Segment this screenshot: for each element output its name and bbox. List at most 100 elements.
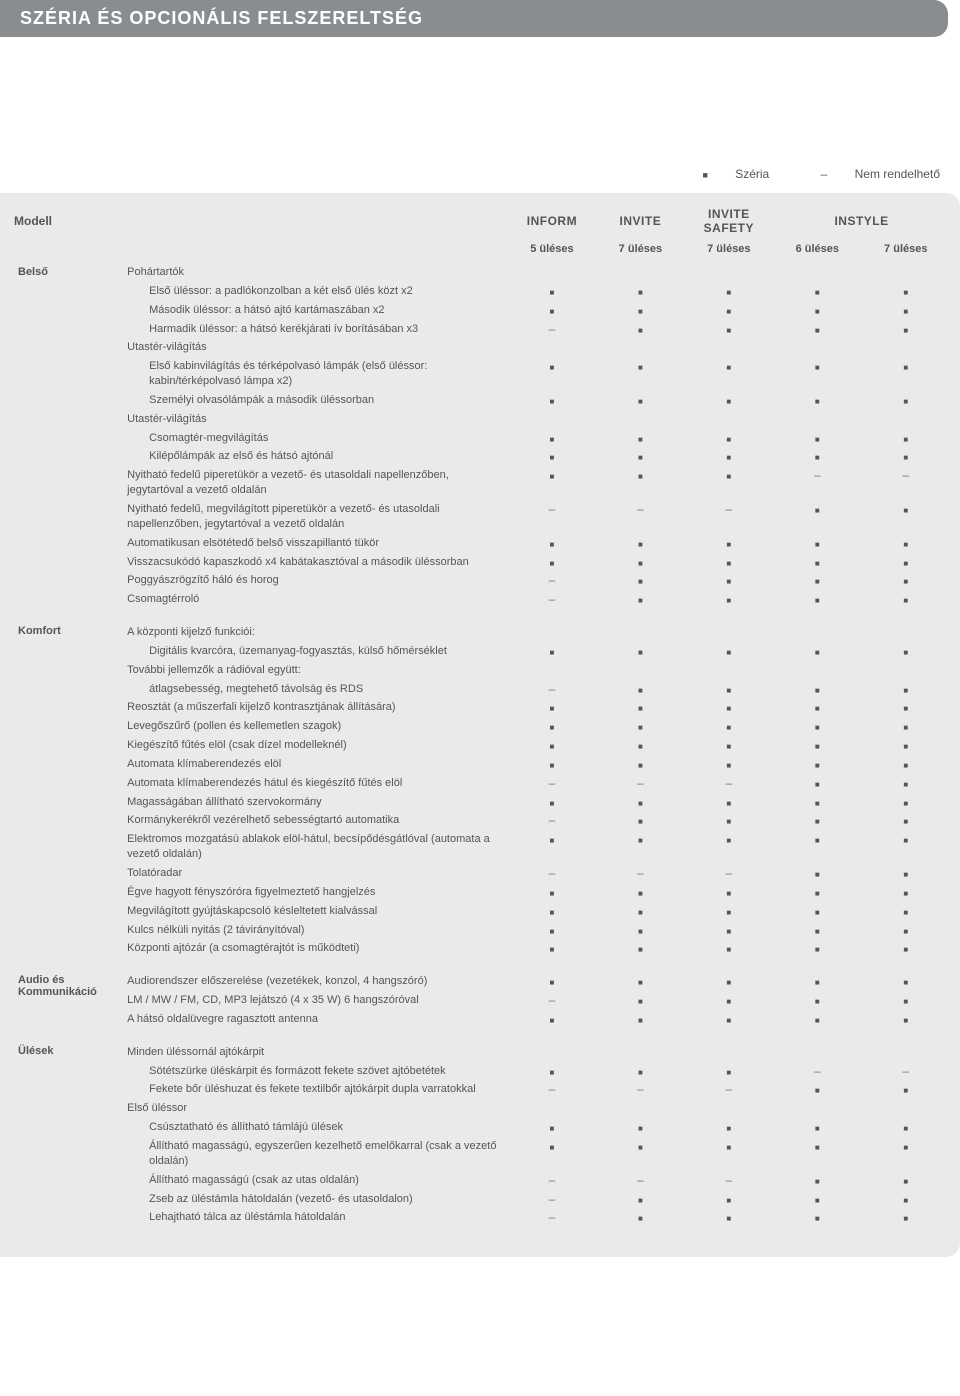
feature-text: Automatikusan elsötétedő belső visszapil… <box>127 534 508 553</box>
feature-mark: ■ <box>508 642 596 661</box>
feature-mark: ■ <box>773 429 861 448</box>
feature-text: Magasságában állítható szervokormány <box>127 793 508 812</box>
feature-mark: ■ <box>596 883 684 902</box>
feature-mark: ■ <box>685 282 773 301</box>
feature-text: A központi kijelző funkciói: <box>127 609 508 642</box>
feature-text: Automata klímaberendezés hátul és kiegés… <box>127 774 508 793</box>
feature-mark: ■ <box>862 921 950 940</box>
feature-mark <box>508 338 596 357</box>
feature-mark: ■ <box>508 698 596 717</box>
feature-mark: ■ <box>596 921 684 940</box>
col-sub-4: 7 üléses <box>862 239 950 263</box>
feature-text: Zseb az üléstámla hátoldalán (vezető- és… <box>127 1190 508 1209</box>
feature-mark: ■ <box>773 534 861 553</box>
feature-mark <box>685 263 773 282</box>
feature-text: Központi ajtózár (a csomagtérajtót is mű… <box>127 939 508 958</box>
feature-text: Fekete bőr üléshuzat és fekete textilbőr… <box>127 1080 508 1099</box>
feature-mark: ■ <box>862 282 950 301</box>
feature-mark: ■ <box>685 991 773 1010</box>
feature-mark <box>685 1029 773 1062</box>
feature-mark: – <box>508 864 596 883</box>
feature-mark: – <box>685 1171 773 1190</box>
feature-mark <box>508 609 596 642</box>
feature-mark: ■ <box>596 553 684 572</box>
feature-mark: ■ <box>508 391 596 410</box>
feature-mark: – <box>596 500 684 534</box>
feature-mark: ■ <box>773 864 861 883</box>
feature-mark: ■ <box>685 590 773 609</box>
feature-text: Pohártartók <box>127 263 508 282</box>
feature-mark: ■ <box>508 447 596 466</box>
feature-mark: ■ <box>862 642 950 661</box>
feature-text: Második üléssor: a hátsó ajtó kartámaszá… <box>127 301 508 320</box>
feature-text: Csúsztatható és állítható támlájú ülések <box>127 1118 508 1137</box>
feature-mark: ■ <box>862 1080 950 1099</box>
feature-mark: ■ <box>685 717 773 736</box>
feature-mark <box>596 338 684 357</box>
feature-mark: ■ <box>508 717 596 736</box>
feature-mark: ■ <box>862 811 950 830</box>
category-label: Belső <box>14 263 127 609</box>
feature-mark: – <box>773 1062 861 1081</box>
feature-mark: – <box>508 320 596 339</box>
feature-mark: ■ <box>508 793 596 812</box>
feature-mark: ■ <box>596 357 684 391</box>
feature-mark <box>508 263 596 282</box>
legend-std-label: Széria <box>735 167 769 181</box>
feature-mark: – <box>508 1171 596 1190</box>
feature-mark: ■ <box>685 357 773 391</box>
feature-mark: ■ <box>773 793 861 812</box>
feature-mark: ■ <box>862 717 950 736</box>
feature-mark: ■ <box>685 1118 773 1137</box>
feature-mark: – <box>508 1208 596 1227</box>
feature-mark: – <box>596 1171 684 1190</box>
feature-mark: ■ <box>685 429 773 448</box>
feature-mark: – <box>862 1062 950 1081</box>
feature-mark: ■ <box>862 774 950 793</box>
feature-mark: ■ <box>685 736 773 755</box>
feature-mark: ■ <box>862 447 950 466</box>
feature-mark: – <box>508 680 596 699</box>
feature-mark <box>773 661 861 680</box>
feature-mark: ■ <box>773 282 861 301</box>
feature-mark: ■ <box>508 755 596 774</box>
feature-mark: ■ <box>862 1118 950 1137</box>
feature-mark: ■ <box>685 1208 773 1227</box>
feature-mark: – <box>508 590 596 609</box>
feature-mark: ■ <box>862 698 950 717</box>
feature-mark: ■ <box>773 991 861 1010</box>
feature-mark: ■ <box>508 830 596 864</box>
feature-mark: ■ <box>862 939 950 958</box>
feature-mark: ■ <box>685 883 773 902</box>
feature-mark: ■ <box>773 500 861 534</box>
feature-text: LM / MW / FM, CD, MP3 lejátszó (4 x 35 W… <box>127 991 508 1010</box>
feature-mark: ■ <box>596 320 684 339</box>
feature-mark: ■ <box>773 1190 861 1209</box>
feature-mark: ■ <box>862 1190 950 1209</box>
feature-mark: ■ <box>773 921 861 940</box>
feature-mark <box>685 1099 773 1118</box>
feature-text: Csomagtér-megvilágítás <box>127 429 508 448</box>
feature-mark: ■ <box>685 1190 773 1209</box>
feature-mark: – <box>508 991 596 1010</box>
feature-mark: ■ <box>773 755 861 774</box>
feature-mark: ■ <box>862 571 950 590</box>
feature-mark <box>596 410 684 429</box>
feature-mark <box>862 609 950 642</box>
feature-mark: ■ <box>862 534 950 553</box>
feature-mark <box>773 1029 861 1062</box>
feature-mark: – <box>508 774 596 793</box>
feature-text: Minden üléssornál ajtókárpit <box>127 1029 508 1062</box>
feature-mark: – <box>773 466 861 500</box>
feature-mark: ■ <box>773 447 861 466</box>
col-trim-2: INVITE SAFETY <box>685 203 773 239</box>
feature-mark: – <box>508 811 596 830</box>
feature-mark: ■ <box>596 902 684 921</box>
feature-mark: ■ <box>508 736 596 755</box>
feature-mark: ■ <box>685 466 773 500</box>
feature-mark <box>596 1099 684 1118</box>
feature-mark: ■ <box>596 429 684 448</box>
feature-mark: ■ <box>862 1208 950 1227</box>
feature-mark: – <box>685 774 773 793</box>
feature-mark: ■ <box>685 793 773 812</box>
